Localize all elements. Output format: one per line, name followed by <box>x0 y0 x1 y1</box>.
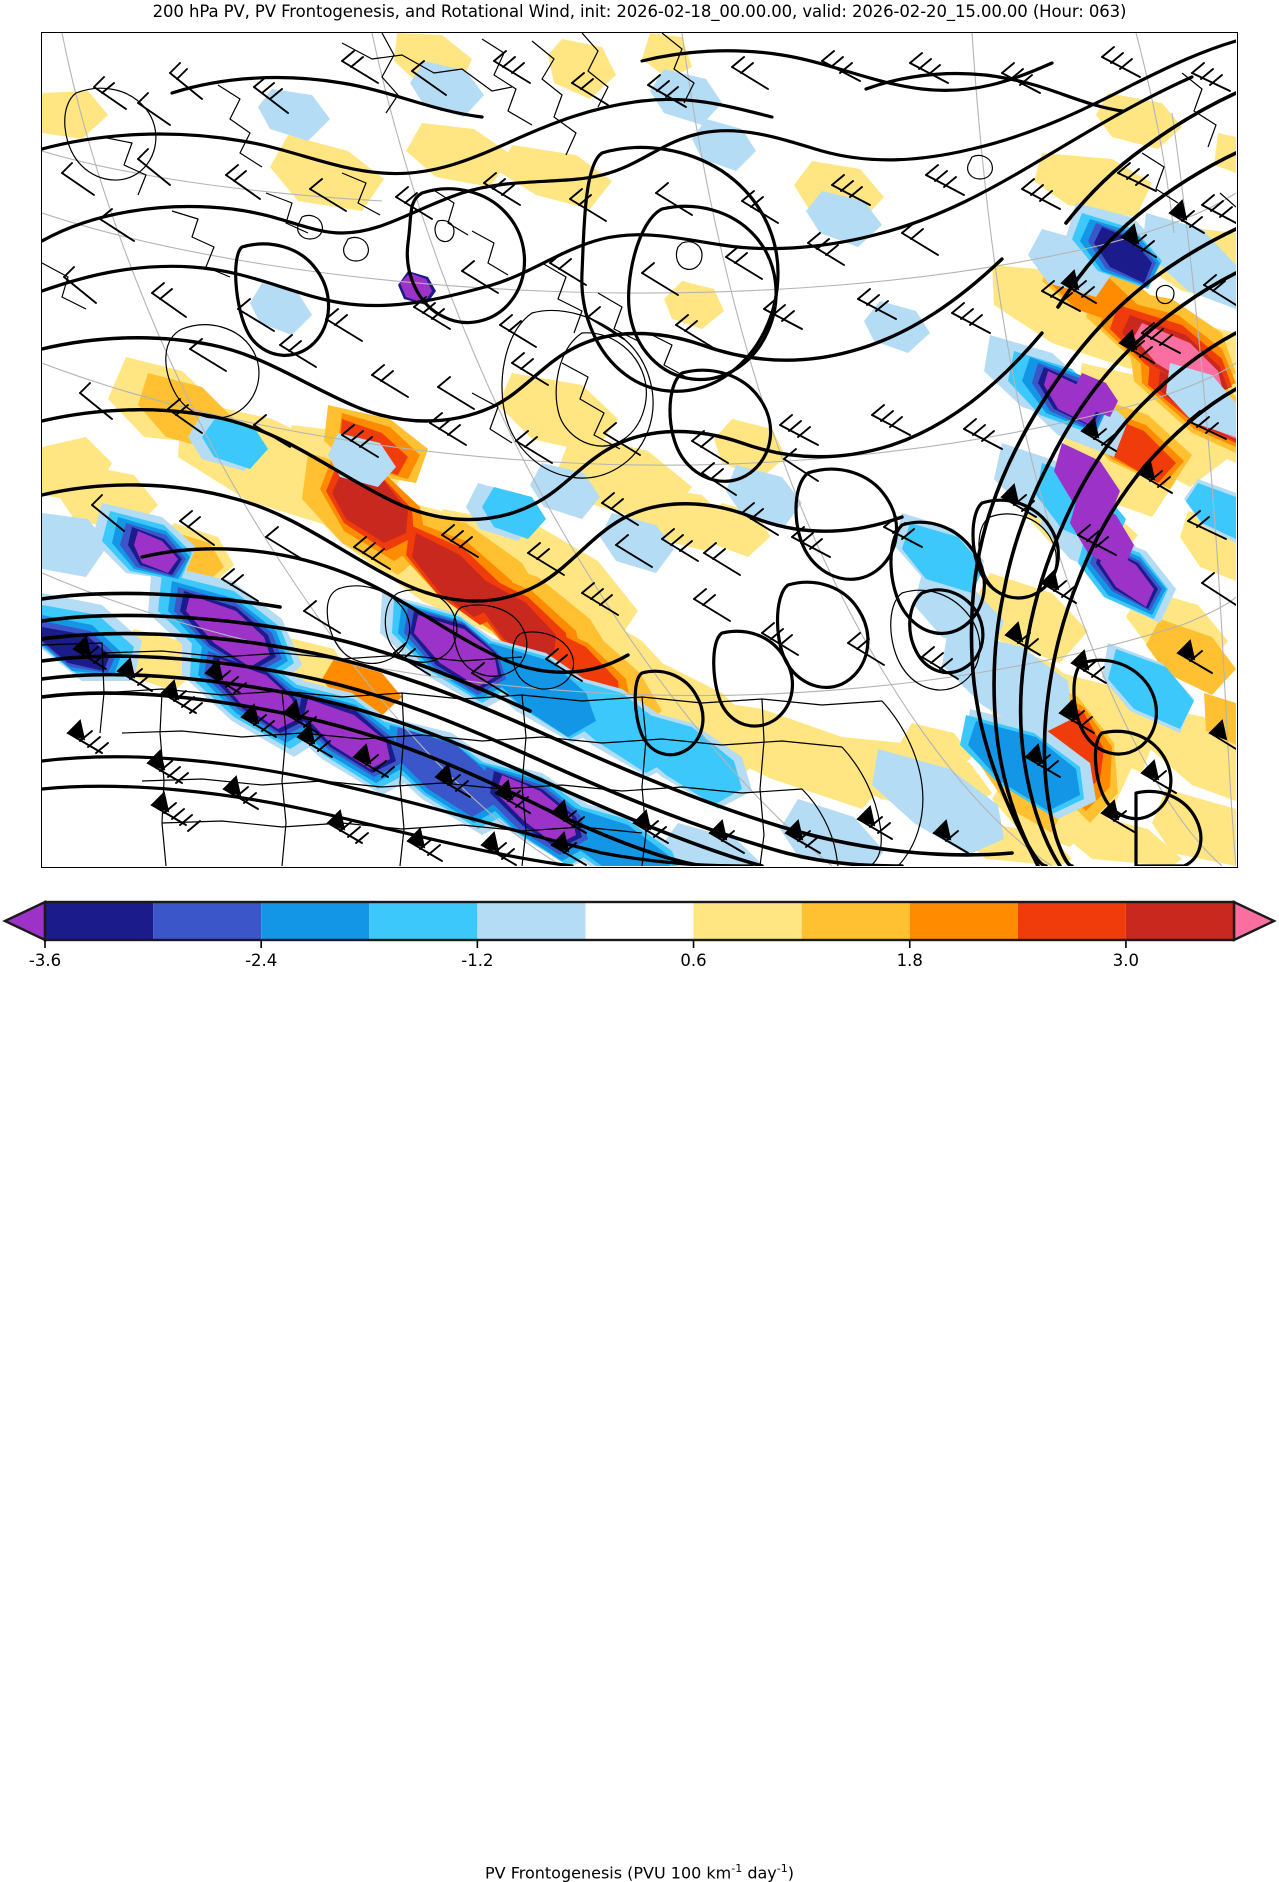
colorbar-svg[interactable]: -3.6 -2.4 -1.2 0.6 1.8 3.0 <box>0 896 1279 966</box>
cb-tick-1: -2.4 <box>245 951 277 966</box>
cb-tick-4: 1.8 <box>897 951 923 966</box>
colorbar-outline <box>43 900 1236 942</box>
colorbar[interactable]: -3.6 -2.4 -1.2 0.6 1.8 3.0 PV Frontogene… <box>0 896 1279 1882</box>
wind-barb-layer <box>61 46 1236 866</box>
colorbar-tick-labels: -3.6 -2.4 -1.2 0.6 1.8 3.0 <box>29 951 1139 966</box>
page-title: 200 hPa PV, PV Frontogenesis, and Rotati… <box>152 2 1127 21</box>
cb-tick-0: -3.6 <box>29 951 61 966</box>
pv-contour-layer <box>42 39 1236 866</box>
cb-tick-3: 0.6 <box>680 951 706 966</box>
colorbar-axis-label: PV Frontogenesis (PVU 100 km-1 day-1) <box>0 1862 1279 1882</box>
colorbar-label-prefix: PV Frontogenesis (PVU 100 km <box>485 1863 732 1882</box>
colorbar-swatches <box>45 902 1234 940</box>
colorbar-label-exponent-1: -1 <box>731 1862 743 1875</box>
colorbar-extend-high <box>1232 900 1277 942</box>
map-svg <box>42 33 1236 866</box>
colorbar-ticks <box>44 940 1127 948</box>
cb-tick-2: -1.2 <box>461 951 493 966</box>
colorbar-label-middle: day <box>742 1863 777 1882</box>
colorbar-extend-low <box>2 900 47 942</box>
cb-tick-5: 3.0 <box>1113 951 1139 966</box>
colorbar-label-suffix: ) <box>787 1863 794 1882</box>
colorbar-label-exponent-2: -1 <box>776 1862 788 1875</box>
frontogenesis-shading-layer <box>42 33 1236 866</box>
map-plot-area[interactable] <box>41 32 1238 868</box>
